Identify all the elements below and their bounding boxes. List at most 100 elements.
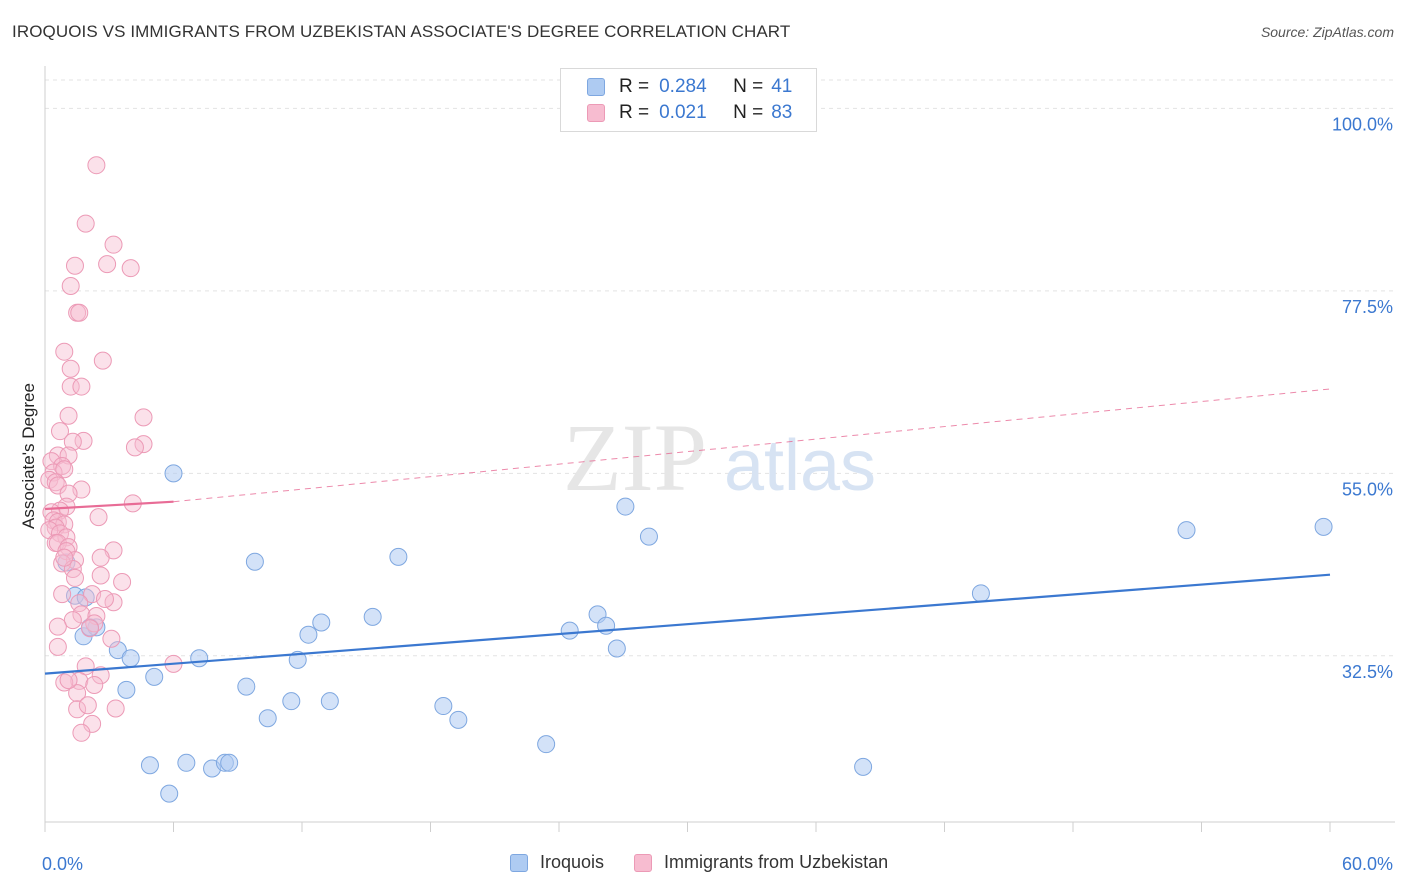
series-label-uzbekistan: Immigrants from Uzbekistan (664, 852, 889, 872)
uzbekistan-point (87, 156, 106, 175)
correlation-legend: R = 0.284 N = 41 R = 0.021 N = 83 (560, 68, 817, 132)
data-points (40, 156, 1333, 803)
uzbekistan-point (61, 377, 80, 396)
uzbekistan-point (91, 548, 110, 567)
iroquois-point (245, 552, 264, 571)
iroquois-point (299, 625, 318, 644)
legend-row-uzbekistan: R = 0.021 N = 83 (587, 100, 792, 126)
uzbekistan-point (91, 566, 110, 585)
iroquois-point (282, 692, 301, 711)
iroquois-point (537, 735, 556, 754)
iroquois-point (121, 649, 140, 668)
uzbekistan-point (68, 684, 87, 703)
legend-r-label: R = (619, 102, 650, 123)
legend-row-iroquois: R = 0.284 N = 41 (587, 74, 792, 100)
iroquois-point (140, 756, 159, 775)
legend-r-value: 0.284 (659, 76, 707, 97)
series-swatch-uzbekistan (634, 853, 653, 872)
uzbekistan-point (55, 548, 74, 567)
uzbekistan-point (59, 671, 78, 690)
watermark-atlas: atlas (724, 426, 876, 506)
iroquois-point (363, 607, 382, 626)
chart-title: IROQUOIS VS IMMIGRANTS FROM UZBEKISTAN A… (12, 22, 791, 41)
uzbekistan-point (59, 446, 78, 465)
uzbekistan-point (78, 696, 97, 715)
iroquois-point (177, 753, 196, 772)
uzbekistan-point (68, 700, 87, 719)
series-legend-iroquois[interactable]: Iroquois (510, 852, 604, 873)
iroquois-point (164, 464, 183, 483)
uzbekistan-point (50, 422, 69, 441)
legend-swatch-uzbekistan (587, 104, 605, 122)
uzbekistan-point (61, 277, 80, 296)
uzbekistan-point (53, 585, 72, 604)
iroquois-point (258, 709, 277, 728)
uzbekistan-point (72, 605, 91, 624)
legend-r-label: R = (619, 76, 650, 97)
legend-r-value: 0.021 (659, 102, 707, 123)
iroquois-point (854, 757, 873, 776)
uzbekistan-point (46, 473, 65, 492)
iroquois-point (434, 697, 453, 716)
uzbekistan-point (80, 619, 99, 638)
tick-labels: 100.0% 77.5% 55.0% 32.5% 0.0% 60.0% (42, 114, 1393, 874)
source-label: Source: ZipAtlas.com (1260, 24, 1394, 40)
uzbekistan-point (70, 303, 89, 322)
iroquois-point (449, 710, 468, 729)
uzbekistan-point (98, 255, 117, 274)
uzbekistan-point (121, 259, 140, 278)
iroquois-point (560, 621, 579, 640)
iroquois-trend-line (44, 573, 1331, 675)
legend-n-label: N = (733, 102, 764, 123)
uzbekistan-point (55, 342, 74, 361)
gridlines (45, 79, 1395, 657)
iroquois-point (160, 784, 179, 803)
y-tick-label: 77.5% (1342, 297, 1393, 317)
uzbekistan-point (72, 377, 91, 396)
uzbekistan-point (106, 699, 125, 718)
series-label-iroquois: Iroquois (540, 852, 605, 872)
uzbekistan-point (104, 235, 123, 254)
iroquois-point (237, 677, 256, 696)
watermark-zip: ZIP (563, 404, 707, 511)
y-axis-label: Associate's Degree (19, 383, 38, 529)
uzbekistan-point (48, 637, 67, 656)
trend-lines (44, 388, 1331, 675)
uzbekistan-point (42, 452, 61, 471)
axes (44, 66, 1395, 832)
iroquois-point (190, 649, 209, 668)
iroquois-point (145, 667, 164, 686)
uzbekistan-point (125, 438, 144, 457)
uzbekistan-point (93, 351, 112, 370)
y-tick-label: 100.0% (1332, 114, 1393, 134)
series-legend-uzbekistan[interactable]: Immigrants from Uzbekistan (634, 852, 888, 873)
iroquois-point (607, 639, 626, 658)
series-legend: Iroquois Immigrants from Uzbekistan (510, 852, 918, 873)
x-tick-label-min: 0.0% (42, 854, 83, 874)
iroquois-point (389, 547, 408, 566)
uzbekistan-trend-line-extension (173, 388, 1331, 503)
y-tick-label: 55.0% (1342, 479, 1393, 499)
iroquois-point (639, 527, 658, 546)
iroquois-point (616, 497, 635, 516)
uzbekistan-point (70, 594, 89, 613)
legend-n-value: 41 (771, 76, 793, 97)
uzbekistan-point (89, 508, 108, 527)
uzbekistan-trend-line (44, 500, 174, 511)
uzbekistan-point (65, 256, 84, 275)
iroquois-point (1314, 517, 1333, 536)
iroquois-point (220, 753, 239, 772)
iroquois-point (971, 584, 990, 603)
legend-n-value: 83 (771, 102, 793, 123)
iroquois-point (108, 641, 127, 660)
series-swatch-iroquois (510, 853, 528, 872)
iroquois-point (320, 692, 339, 711)
uzbekistan-point (113, 572, 132, 591)
uzbekistan-point (72, 723, 91, 742)
uzbekistan-point (76, 214, 95, 233)
uzbekistan-point (55, 460, 74, 479)
uzbekistan-point (85, 675, 104, 694)
uzbekistan-point (134, 408, 153, 427)
iroquois-point (312, 613, 331, 632)
